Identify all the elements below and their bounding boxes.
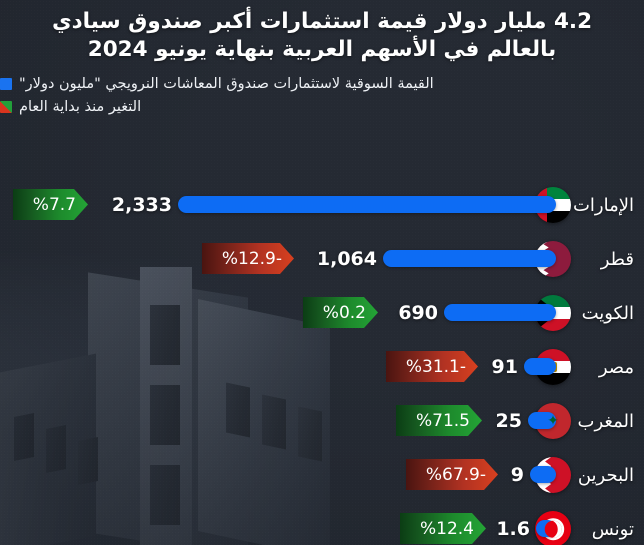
bar-market-value [383,250,556,267]
bar-market-value [524,358,556,375]
row-value: 1,064 [316,248,377,270]
bar-market-value [530,466,556,483]
row-label-country: مصر [598,356,634,378]
bar-market-value [444,304,556,321]
blue-square-icon [0,78,12,91]
header: 4.2 مليار دولار قيمة استثمارات أكبر صندو… [0,0,644,121]
row-change-badge: %67.9- [406,459,498,490]
chart-rows: الإمارات 2,333 %7.7 قطر 1,064 %12.9- الك… [0,178,644,545]
crescent-glyph-icon [544,520,562,538]
table-row: قطر 1,064 %12.9- [0,232,644,286]
bar-market-value [178,196,556,213]
row-change-badge: %12.9- [202,243,294,274]
legend-item-ytd-change: التغير منذ بداية العام [0,98,628,116]
row-label-country: المغرب [577,410,634,432]
legend-label-ytd-change: التغير منذ بداية العام [19,99,142,116]
legend-item-market-value: القيمة السوقية لاستثمارات صندوق المعاشات… [0,75,628,93]
row-label-country: قطر [600,248,634,270]
row-label-country: الكويت [581,302,634,324]
row-change-badge: %12.4 [400,513,486,544]
row-label-country: تونس [591,518,634,540]
row-change-badge: %7.7 [13,189,88,220]
legend-label-market-value: القيمة السوقية لاستثمارات صندوق المعاشات… [19,76,434,93]
table-row: المغرب ✦ 25 %71.5 [0,394,644,448]
row-change-badge: %0.2 [303,297,378,328]
legend: القيمة السوقية لاستثمارات صندوق المعاشات… [0,75,644,116]
row-value: 91 [491,356,518,378]
row-value: 690 [398,302,438,324]
row-value: 2,333 [111,194,172,216]
table-row: الكويت 690 %0.2 [0,286,644,340]
star-glyph-icon: ✦ [547,413,559,429]
row-change-badge: %71.5 [396,405,482,436]
split-square-icon [0,101,12,114]
row-value: 1.6 [496,518,530,540]
table-row: الإمارات 2,333 %7.7 [0,178,644,232]
row-label-country: البحرين [577,464,634,486]
row-value: 9 [510,464,524,486]
page-title: 4.2 مليار دولار قيمة استثمارات أكبر صندو… [51,9,593,62]
table-row: تونس 1.6 %12.4 [0,502,644,545]
row-value: 25 [495,410,522,432]
row-label-country: الإمارات [572,194,634,216]
table-row: مصر 91 %31.1- [0,340,644,394]
table-row: البحرين 9 %67.9- [0,448,644,502]
row-change-badge: %31.1- [386,351,478,382]
